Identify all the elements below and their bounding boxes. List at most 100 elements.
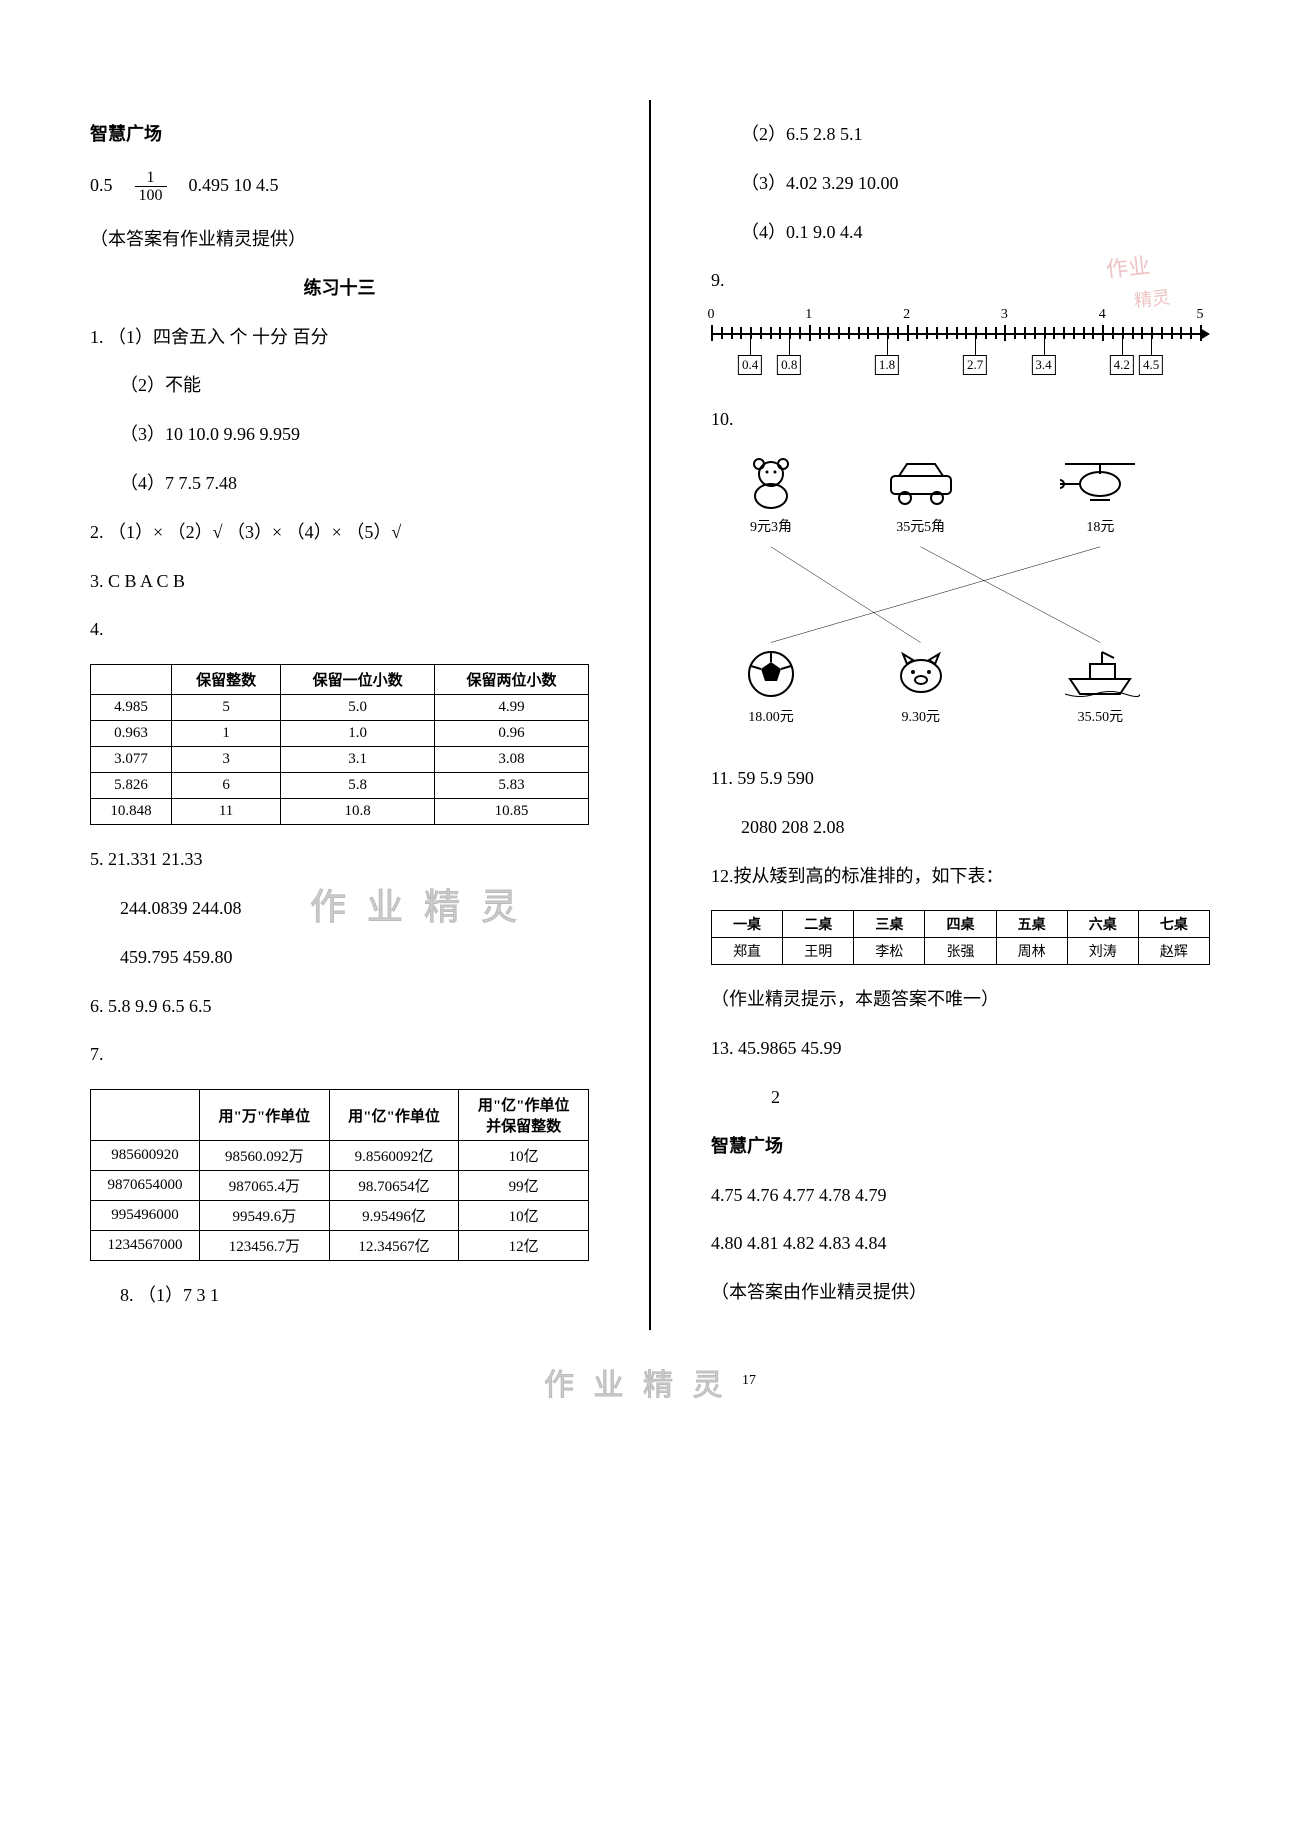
table-cell: 1 bbox=[172, 721, 281, 747]
table-cell: 5.826 bbox=[91, 773, 172, 799]
match-item: 9元3角 bbox=[711, 454, 831, 536]
q5a: 5. 21.331 21.33 bbox=[90, 845, 589, 874]
numline-box: 0.8 bbox=[777, 355, 801, 375]
table7-header: 用"亿"作单位 bbox=[329, 1090, 459, 1141]
q5c: 459.795 459.80 bbox=[90, 943, 589, 972]
table12-header: 五桌 bbox=[996, 911, 1067, 938]
column-divider bbox=[649, 100, 651, 1330]
table-cell: 12.34567亿 bbox=[329, 1231, 459, 1261]
numline-box: 2.7 bbox=[963, 355, 987, 375]
table4-header: 保留整数 bbox=[172, 665, 281, 695]
frac-den: 100 bbox=[135, 187, 167, 205]
table-row: 5.82665.85.83 bbox=[91, 773, 589, 799]
provider-note-1: （本答案有作业精灵提供） bbox=[90, 225, 589, 254]
ship-icon bbox=[1060, 644, 1140, 704]
match-label: 18元 bbox=[1040, 516, 1160, 536]
table-cell: 李松 bbox=[854, 938, 925, 965]
table-cell: 张强 bbox=[925, 938, 996, 965]
table-cell: 王明 bbox=[783, 938, 854, 965]
table12-header: 四桌 bbox=[925, 911, 996, 938]
q8-4: （4）0.1 9.0 4.4 bbox=[711, 218, 1210, 247]
heading-wisdom-1: 智慧广场 bbox=[90, 120, 589, 149]
q11b: 2080 208 2.08 bbox=[711, 813, 1210, 842]
table-cell: 3 bbox=[172, 747, 281, 773]
table-cell: 98.70654亿 bbox=[329, 1171, 459, 1201]
table-cell: 98560.092万 bbox=[200, 1141, 330, 1171]
page-number: 17 bbox=[742, 1373, 756, 1388]
table-cell: 123456.7万 bbox=[200, 1231, 330, 1261]
q1-2: （2）不能 bbox=[90, 371, 589, 400]
match-label: 35元5角 bbox=[861, 516, 981, 536]
table-cell: 10亿 bbox=[459, 1141, 589, 1171]
table-cell: 9.8560092亿 bbox=[329, 1141, 459, 1171]
frac-num: 1 bbox=[135, 169, 167, 188]
q8-1: 8. （1）7 3 1 bbox=[90, 1281, 589, 1310]
q9: 9. bbox=[711, 266, 1210, 295]
table-cell: 6 bbox=[172, 773, 281, 799]
numline-box: 4.5 bbox=[1139, 355, 1163, 375]
table-cell: 5.8 bbox=[281, 773, 435, 799]
table12-header: 三桌 bbox=[854, 911, 925, 938]
table-cell: 3.077 bbox=[91, 747, 172, 773]
numline-major-label: 0 bbox=[708, 307, 715, 323]
q6: 6. 5.8 9.9 6.5 6.5 bbox=[90, 992, 589, 1021]
numline-major-label: 1 bbox=[805, 307, 812, 323]
number-line: 0123450.40.81.82.73.44.24.5 bbox=[711, 315, 1210, 385]
numline-box: 3.4 bbox=[1031, 355, 1055, 375]
table-cell: 10亿 bbox=[459, 1201, 589, 1231]
table-cell: 3.08 bbox=[435, 747, 589, 773]
table-cell: 郑直 bbox=[712, 938, 783, 965]
wisdom2-rowB: 4.80 4.81 4.82 4.83 4.84 bbox=[711, 1229, 1210, 1258]
table7-header bbox=[91, 1090, 200, 1141]
match-label: 9元3角 bbox=[711, 516, 831, 536]
table-cell: 9.95496亿 bbox=[329, 1201, 459, 1231]
table-cell: 10.848 bbox=[91, 799, 172, 825]
numline-box: 1.8 bbox=[875, 355, 899, 375]
q1-1: 1. （1）四舍五入 个 十分 百分 bbox=[90, 323, 589, 352]
match-label: 9.30元 bbox=[861, 706, 981, 726]
table-cell: 11 bbox=[172, 799, 281, 825]
q13a: 13. 45.9865 45.99 bbox=[711, 1034, 1210, 1063]
match-item: 18.00元 bbox=[711, 644, 831, 726]
table-row: 4.98555.04.99 bbox=[91, 695, 589, 721]
q11a: 11. 59 5.9 590 bbox=[711, 764, 1210, 793]
numline-major-label: 2 bbox=[903, 307, 910, 323]
match-item: 9.30元 bbox=[861, 644, 981, 726]
match-item: 35元5角 bbox=[861, 454, 981, 536]
table-cell: 5.0 bbox=[281, 695, 435, 721]
table-cell: 99549.6万 bbox=[200, 1201, 330, 1231]
q1-3: （3）10 10.0 9.96 9.959 bbox=[90, 420, 589, 449]
q2: 2. （1）× （2）√ （3）× （4）× （5）√ bbox=[90, 518, 589, 547]
table-row: 1234567000123456.7万12.34567亿12亿 bbox=[91, 1231, 589, 1261]
match-label: 18.00元 bbox=[711, 706, 831, 726]
wm-bottom-text: 作 业 精 灵 bbox=[544, 1369, 729, 1402]
match-item: 35.50元 bbox=[1040, 644, 1160, 726]
table4-header bbox=[91, 665, 172, 695]
provider-note-2: （本答案由作业精灵提供） bbox=[711, 1278, 1210, 1307]
table-cell: 4.985 bbox=[91, 695, 172, 721]
q4: 4. bbox=[90, 615, 589, 644]
numline-major-label: 3 bbox=[1001, 307, 1008, 323]
table-cell: 985600920 bbox=[91, 1141, 200, 1171]
table-cell: 10.85 bbox=[435, 799, 589, 825]
table12-header: 六桌 bbox=[1067, 911, 1138, 938]
wisdom-row-1: 0.5 1 100 0.495 10 4.5 bbox=[90, 169, 589, 205]
page: 智慧广场 0.5 1 100 0.495 10 4.5 （本答案有作业精灵提供）… bbox=[0, 0, 1300, 1370]
q12: 12.按从矮到高的标准排的，如下表： bbox=[711, 862, 1210, 891]
table-cell: 9870654000 bbox=[91, 1171, 200, 1201]
table12-header: 二桌 bbox=[783, 911, 854, 938]
table-cell: 987065.4万 bbox=[200, 1171, 330, 1201]
table12-header: 七桌 bbox=[1138, 911, 1209, 938]
table7-header: 用"亿"作单位 并保留整数 bbox=[459, 1090, 589, 1141]
q8-2: （2）6.5 2.8 5.1 bbox=[711, 120, 1210, 149]
table-row: 10.8481110.810.85 bbox=[91, 799, 589, 825]
heading-wisdom-2: 智慧广场 bbox=[711, 1132, 1210, 1161]
table-cell: 12亿 bbox=[459, 1231, 589, 1261]
wisdom2-rowA: 4.75 4.76 4.77 4.78 4.79 bbox=[711, 1181, 1210, 1210]
pig-icon bbox=[881, 644, 961, 704]
q10: 10. bbox=[711, 405, 1210, 434]
table-cell: 1234567000 bbox=[91, 1231, 200, 1261]
teddy-icon bbox=[731, 454, 811, 514]
table-row: 99549600099549.6万9.95496亿10亿 bbox=[91, 1201, 589, 1231]
q8-3: （3）4.02 3.29 10.00 bbox=[711, 169, 1210, 198]
